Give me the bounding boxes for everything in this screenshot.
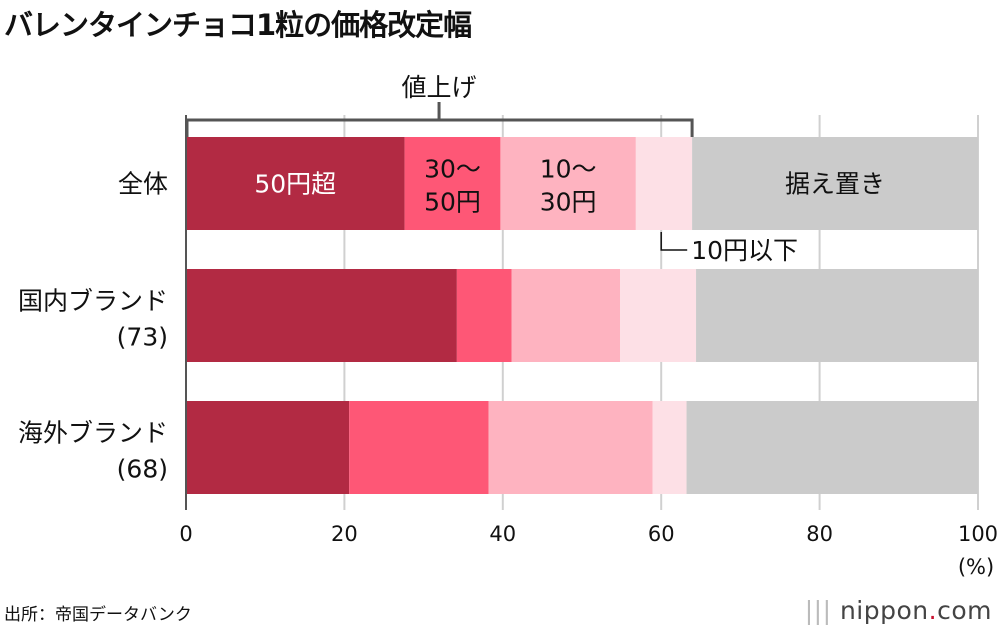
x-tick-label: 40 (489, 522, 516, 546)
category-label: 国内ブランド(73) (18, 287, 168, 352)
bar-segment (488, 401, 653, 494)
x-tick-label: 80 (806, 522, 833, 546)
segment-label: 30〜 50円 (424, 155, 481, 217)
bar-segment (692, 137, 978, 230)
chart-title: バレンタインチョコ1粒の価格改定幅 (4, 8, 472, 42)
category-label: 海外ブランド(68) (18, 419, 168, 484)
bar-segment (404, 137, 501, 230)
source-note: 出所：帝国データバンク (4, 605, 192, 625)
bar-segment (635, 137, 693, 230)
bracket-label: 値上げ (402, 73, 477, 102)
callout-line (660, 232, 688, 251)
x-tick-label: 60 (648, 522, 675, 546)
callout-label: 10円以下 (691, 236, 798, 265)
nippon-logo: ||| nippon.com (804, 596, 992, 625)
category-label: 全体 (118, 170, 168, 199)
segment-label: 50円超 (254, 170, 336, 199)
bar-segment (186, 401, 350, 494)
bar-segment (349, 401, 489, 494)
bar-segment (456, 269, 512, 362)
bar-segment (500, 137, 636, 230)
bar-segment (652, 401, 687, 494)
bar-segment (620, 269, 697, 362)
bar-segment (511, 269, 621, 362)
bar-segment (186, 137, 405, 230)
x-unit-label: (%) (958, 555, 994, 579)
bar-segment (696, 269, 978, 362)
bar-segment (686, 401, 978, 494)
x-tick-label: 0 (179, 522, 192, 546)
bar-segment (186, 269, 457, 362)
bracket (185, 118, 694, 137)
x-tick-label: 20 (331, 522, 358, 546)
segment-label: 10〜 30円 (540, 155, 597, 217)
segment-label: 据え置き (785, 170, 885, 199)
x-tick-label: 100 (958, 522, 998, 546)
